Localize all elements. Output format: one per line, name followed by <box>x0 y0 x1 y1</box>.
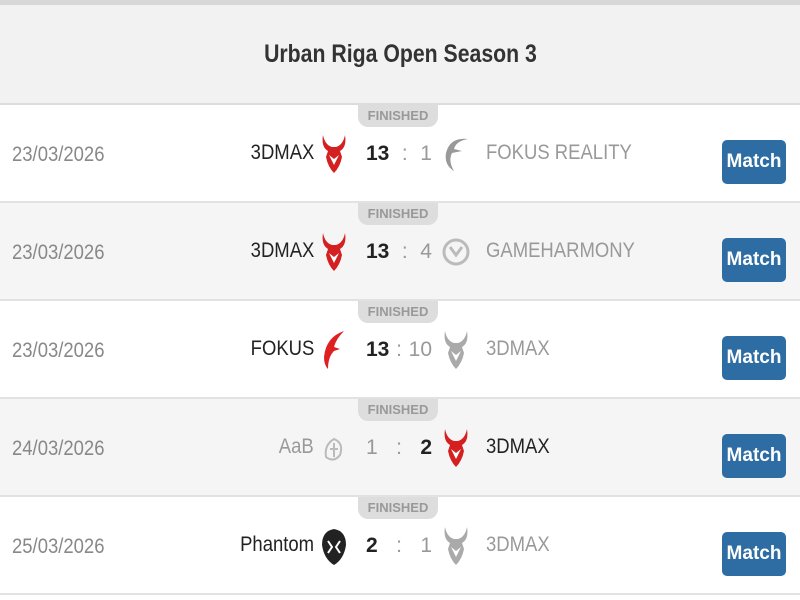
away-score: 1 <box>420 534 432 557</box>
black-phantom-logo-icon <box>320 525 348 567</box>
home-score: 1 <box>366 436 378 459</box>
home-score: 13 <box>366 338 390 361</box>
home-team-name[interactable]: AaB <box>279 435 314 458</box>
grey-f-logo-icon <box>442 133 470 175</box>
status-badge: FINISHED <box>358 497 438 519</box>
red-devil-logo-icon <box>442 427 470 469</box>
status-badge: FINISHED <box>358 399 438 421</box>
away-score: 4 <box>420 240 432 263</box>
away-score: 2 <box>420 436 432 459</box>
away-team-name[interactable]: GAMEHARMONY <box>486 239 635 262</box>
match-button[interactable]: Match <box>722 140 786 184</box>
away-score: 10 <box>408 338 432 361</box>
score: 1 : 2 <box>366 436 432 460</box>
match-row: FINISHED 23/03/2026 FOKUS 13 : 10 3DMAX … <box>0 301 800 399</box>
match-button[interactable]: Match <box>722 434 786 478</box>
home-score: 13 <box>366 240 390 263</box>
score: 13 : 4 <box>366 240 432 264</box>
score-separator: : <box>401 142 408 165</box>
red-devil-logo-icon <box>320 133 348 175</box>
match-date: 23/03/2026 <box>12 241 105 264</box>
match-row: FINISHED 24/03/2026 AaB 1 : 2 3DMAX Matc… <box>0 399 800 497</box>
score: 2 : 1 <box>366 534 432 558</box>
status-badge: FINISHED <box>358 301 438 323</box>
match-button[interactable]: Match <box>722 532 786 576</box>
score-separator: : <box>401 240 408 263</box>
match-date: 23/03/2026 <box>12 143 105 166</box>
away-team-name[interactable]: FOKUS REALITY <box>486 141 632 164</box>
home-team-name[interactable]: Phantom <box>240 533 314 556</box>
status-badge: FINISHED <box>358 203 438 225</box>
red-f-logo-icon <box>320 329 348 371</box>
match-date: 24/03/2026 <box>12 437 105 460</box>
match-date: 25/03/2026 <box>12 535 105 558</box>
away-team-name[interactable]: 3DMAX <box>486 533 550 556</box>
match-button[interactable]: Match <box>722 336 786 380</box>
score: 13 : 10 <box>366 338 432 362</box>
away-team-name[interactable]: 3DMAX <box>486 435 550 458</box>
home-team-name[interactable]: FOKUS <box>250 337 314 360</box>
score-separator: : <box>396 338 402 361</box>
score-separator: : <box>396 534 402 557</box>
away-team-name[interactable]: 3DMAX <box>486 337 550 360</box>
match-date: 23/03/2026 <box>12 339 105 362</box>
grey-devil-logo-icon <box>442 329 470 371</box>
red-devil-logo-icon <box>320 231 348 273</box>
home-score: 13 <box>366 142 390 165</box>
tournament-title: Urban Riga Open Season 3 <box>263 39 537 68</box>
score: 13 : 1 <box>366 142 432 166</box>
home-score: 2 <box>366 534 378 557</box>
tournament-header: Urban Riga Open Season 3 <box>0 0 800 105</box>
home-team-name[interactable]: 3DMAX <box>250 141 314 164</box>
grey-devil-logo-icon <box>442 525 470 567</box>
match-row: FINISHED 23/03/2026 3DMAX 13 : 1 FOKUS R… <box>0 105 800 203</box>
match-row: FINISHED 25/03/2026 Phantom 2 : 1 3DMAX … <box>0 497 800 595</box>
away-score: 1 <box>420 142 432 165</box>
home-team-name[interactable]: 3DMAX <box>250 239 314 262</box>
score-separator: : <box>396 436 402 459</box>
grey-aab-logo-icon <box>320 427 348 469</box>
grey-gh-logo-icon <box>442 231 470 273</box>
match-button[interactable]: Match <box>722 238 786 282</box>
match-row: FINISHED 23/03/2026 3DMAX 13 : 4 GAMEHAR… <box>0 203 800 301</box>
status-badge: FINISHED <box>358 105 438 127</box>
